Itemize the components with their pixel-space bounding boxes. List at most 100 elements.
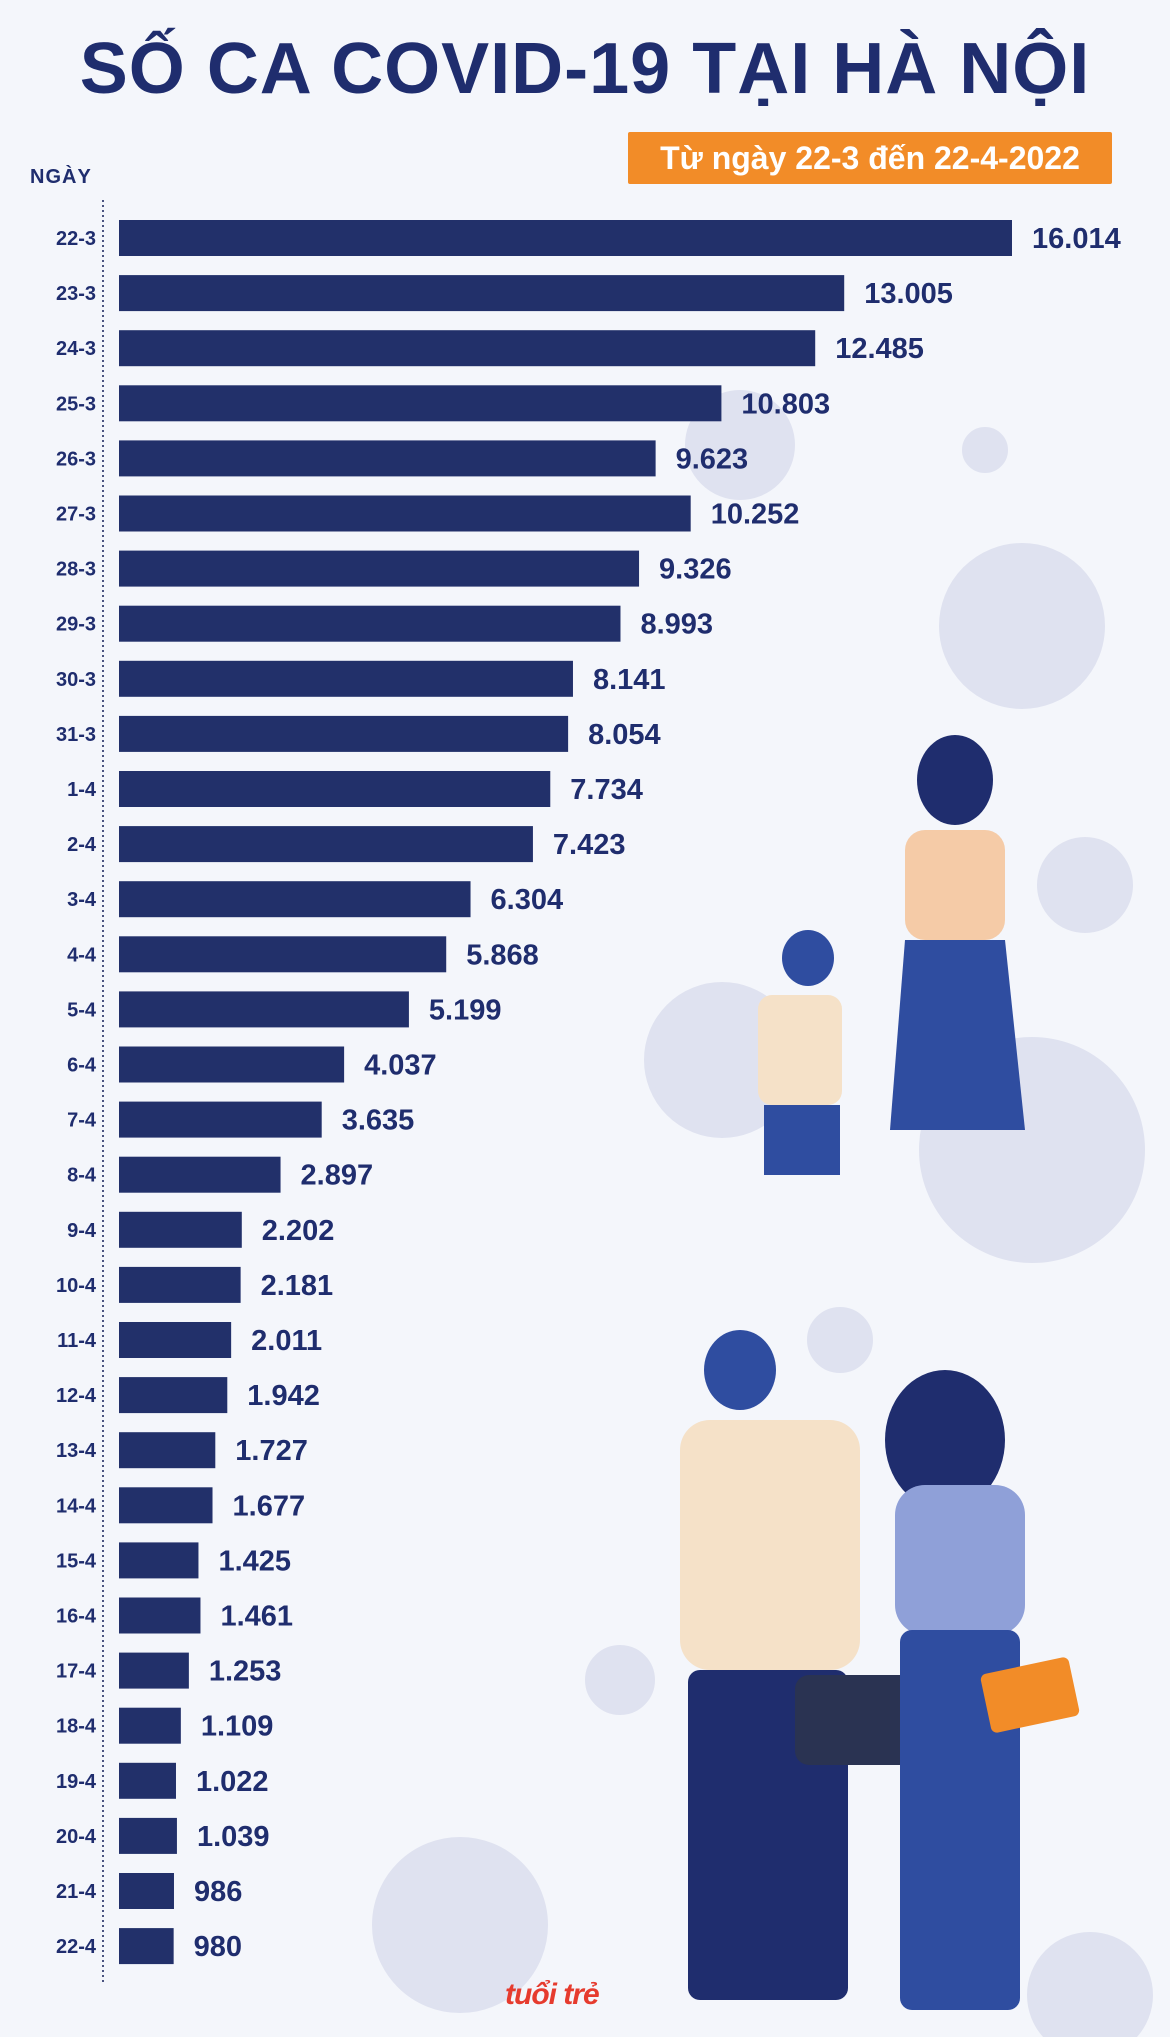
category-label: 11-4 <box>57 1330 97 1352</box>
data-label: 2.202 <box>262 1215 335 1247</box>
data-label: 1.022 <box>196 1766 269 1798</box>
category-label: 15-4 <box>56 1550 97 1572</box>
bar <box>119 385 722 422</box>
bar <box>119 1101 322 1138</box>
bar <box>119 1487 213 1524</box>
category-label: 21-4 <box>56 1881 97 1903</box>
bar <box>119 1046 345 1083</box>
bar <box>119 715 569 752</box>
bar <box>119 1377 228 1414</box>
category-label: 12-4 <box>56 1385 97 1407</box>
data-label: 1.425 <box>218 1545 291 1577</box>
data-label: 1.253 <box>209 1656 282 1688</box>
category-label: 7-4 <box>67 1110 97 1132</box>
data-label: 9.623 <box>676 443 749 475</box>
data-label: 8.141 <box>593 664 666 696</box>
bar <box>119 1542 199 1579</box>
data-label: 12.485 <box>835 333 924 365</box>
data-label: 2.181 <box>261 1270 334 1302</box>
virus-icon <box>807 1307 873 1373</box>
data-label: 5.868 <box>466 939 539 971</box>
category-label: 2-4 <box>67 834 97 856</box>
category-label: 9-4 <box>67 1220 97 1242</box>
bar <box>119 1156 281 1193</box>
bar <box>119 1432 216 1469</box>
chart-title: SỐ CA COVID-19 TẠI HÀ NỘI <box>79 29 1091 109</box>
data-label: 16.014 <box>1032 223 1121 255</box>
virus-icon <box>585 1645 655 1715</box>
category-label: 24-3 <box>56 338 96 360</box>
data-label: 10.803 <box>741 388 830 420</box>
data-label: 1.727 <box>235 1435 308 1467</box>
category-label: 30-3 <box>56 669 96 691</box>
data-label: 1.461 <box>220 1601 293 1633</box>
data-label: 9.326 <box>659 554 732 586</box>
bar <box>119 660 573 697</box>
category-label: 13-4 <box>56 1440 97 1462</box>
data-label: 1.039 <box>197 1821 270 1853</box>
data-label: 2.897 <box>301 1160 374 1192</box>
bar <box>119 495 691 532</box>
data-label: 2.011 <box>251 1325 322 1357</box>
category-label: 17-4 <box>56 1661 97 1683</box>
category-label: 1-4 <box>67 779 97 801</box>
bar <box>119 1652 189 1689</box>
bar <box>119 220 1012 256</box>
data-label: 6.304 <box>491 884 564 916</box>
category-label: 16-4 <box>56 1606 97 1628</box>
bar <box>119 1762 176 1799</box>
bar <box>119 991 409 1028</box>
category-label: 27-3 <box>56 504 96 526</box>
virus-icon <box>1037 837 1133 933</box>
bar <box>119 1873 174 1909</box>
bar <box>119 1322 232 1358</box>
bar <box>119 1707 181 1744</box>
bar <box>119 440 656 477</box>
bar <box>119 1266 241 1303</box>
category-label: 3-4 <box>67 889 97 911</box>
data-label: 986 <box>194 1876 242 1908</box>
bar <box>119 330 816 367</box>
category-label: 5-4 <box>67 999 97 1021</box>
bar <box>119 1817 177 1854</box>
category-label: 4-4 <box>67 944 97 966</box>
data-label: 8.993 <box>640 609 713 641</box>
data-label: 1.942 <box>247 1380 320 1412</box>
data-label: 4.037 <box>364 1050 437 1082</box>
tuoi-tre-logo: tuổi trẻ <box>505 1978 600 2011</box>
data-label: 7.423 <box>553 829 626 861</box>
category-label: 25-3 <box>56 393 96 415</box>
people-illustration <box>680 735 1080 2010</box>
data-label: 1.109 <box>201 1711 274 1743</box>
category-label: 22-3 <box>56 228 96 250</box>
data-label: 5.199 <box>429 994 502 1026</box>
category-label: 28-3 <box>56 559 96 581</box>
virus-icon <box>939 543 1105 709</box>
data-label: 7.734 <box>570 774 643 806</box>
date-range-badge: Từ ngày 22-3 đến 22-4-2022 <box>628 132 1112 184</box>
category-label: 29-3 <box>56 614 96 636</box>
bar <box>119 605 621 642</box>
bar <box>119 771 551 807</box>
data-label: 10.252 <box>711 499 800 531</box>
category-label: 18-4 <box>56 1716 97 1738</box>
category-label: 23-3 <box>56 283 96 305</box>
bar <box>119 550 640 587</box>
category-label: 26-3 <box>56 448 96 470</box>
data-label: 980 <box>194 1931 242 1963</box>
category-label: 22-4 <box>56 1936 97 1958</box>
bar <box>119 1597 201 1634</box>
bar <box>119 275 845 312</box>
data-label: 1.677 <box>233 1490 306 1522</box>
bar <box>119 1928 174 1965</box>
bar <box>119 826 533 863</box>
y-axis-label: NGÀY <box>30 166 92 188</box>
category-label: 10-4 <box>56 1275 97 1297</box>
category-label: 31-3 <box>56 724 96 746</box>
virus-icon <box>1027 1932 1153 2037</box>
bar <box>119 1211 242 1248</box>
data-label: 13.005 <box>864 278 953 310</box>
category-label: 20-4 <box>56 1826 97 1848</box>
